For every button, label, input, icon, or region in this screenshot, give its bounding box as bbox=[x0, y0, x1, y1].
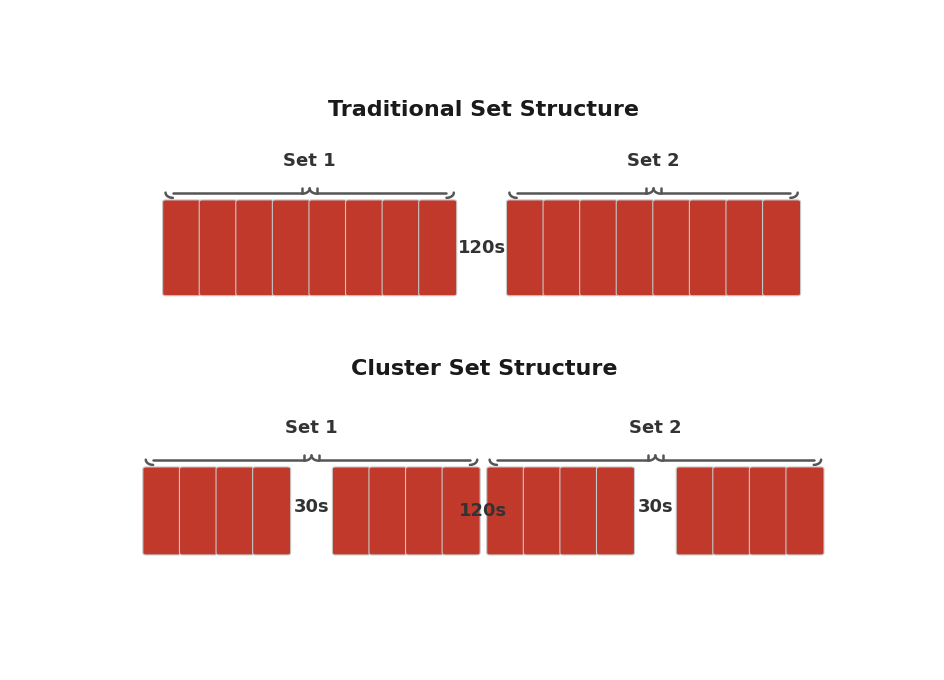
FancyBboxPatch shape bbox=[406, 467, 444, 555]
FancyBboxPatch shape bbox=[507, 200, 545, 296]
FancyBboxPatch shape bbox=[143, 467, 181, 555]
Text: 30s: 30s bbox=[637, 498, 673, 515]
FancyBboxPatch shape bbox=[560, 467, 598, 555]
FancyBboxPatch shape bbox=[487, 467, 525, 555]
Text: 120s: 120s bbox=[458, 239, 506, 257]
FancyBboxPatch shape bbox=[676, 467, 715, 555]
FancyBboxPatch shape bbox=[253, 467, 291, 555]
Text: Set 1: Set 1 bbox=[285, 419, 338, 437]
Text: Cluster Set Structure: Cluster Set Structure bbox=[350, 359, 617, 379]
Text: Traditional Set Structure: Traditional Set Structure bbox=[329, 100, 639, 120]
Text: Set 2: Set 2 bbox=[627, 152, 680, 170]
FancyBboxPatch shape bbox=[419, 200, 457, 296]
FancyBboxPatch shape bbox=[179, 467, 217, 555]
FancyBboxPatch shape bbox=[162, 200, 201, 296]
Text: Set 2: Set 2 bbox=[629, 419, 682, 437]
FancyBboxPatch shape bbox=[523, 467, 562, 555]
FancyBboxPatch shape bbox=[543, 200, 582, 296]
FancyBboxPatch shape bbox=[199, 200, 237, 296]
FancyBboxPatch shape bbox=[726, 200, 764, 296]
FancyBboxPatch shape bbox=[763, 200, 801, 296]
FancyBboxPatch shape bbox=[216, 467, 254, 555]
FancyBboxPatch shape bbox=[382, 200, 420, 296]
FancyBboxPatch shape bbox=[713, 467, 750, 555]
FancyBboxPatch shape bbox=[309, 200, 347, 296]
FancyBboxPatch shape bbox=[689, 200, 728, 296]
FancyBboxPatch shape bbox=[236, 200, 274, 296]
FancyBboxPatch shape bbox=[442, 467, 480, 555]
Text: 120s: 120s bbox=[460, 502, 508, 520]
FancyBboxPatch shape bbox=[597, 467, 634, 555]
FancyBboxPatch shape bbox=[273, 200, 311, 296]
FancyBboxPatch shape bbox=[346, 200, 383, 296]
Text: 30s: 30s bbox=[294, 498, 329, 515]
FancyBboxPatch shape bbox=[369, 467, 407, 555]
FancyBboxPatch shape bbox=[616, 200, 654, 296]
FancyBboxPatch shape bbox=[750, 467, 787, 555]
FancyBboxPatch shape bbox=[653, 200, 691, 296]
FancyBboxPatch shape bbox=[332, 467, 370, 555]
FancyBboxPatch shape bbox=[580, 200, 617, 296]
Text: Set 1: Set 1 bbox=[283, 152, 336, 170]
FancyBboxPatch shape bbox=[786, 467, 824, 555]
